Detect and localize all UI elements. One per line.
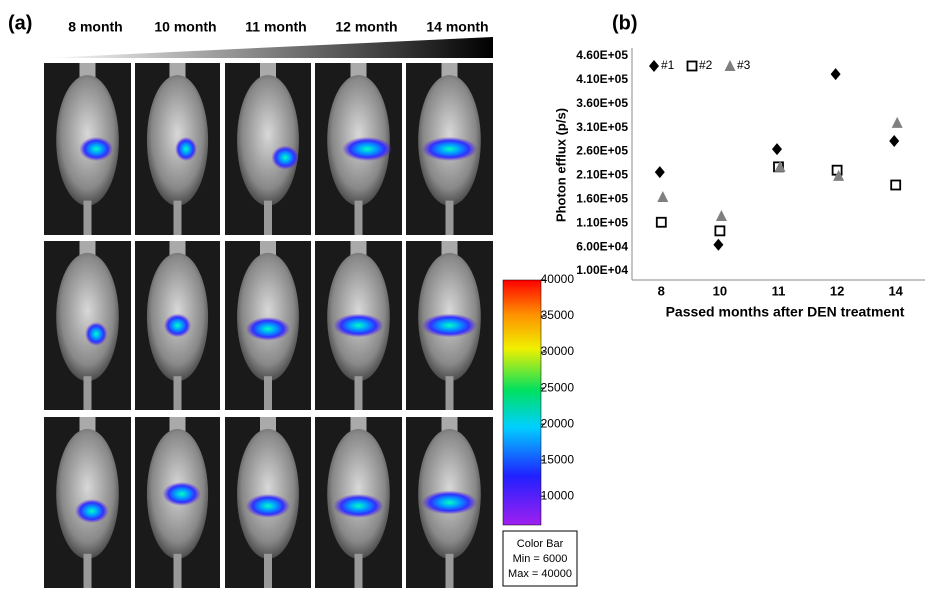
point — [724, 60, 736, 71]
color-bar-tick-label: 15000 — [541, 452, 575, 466]
color-bar — [502, 279, 542, 526]
mouse-tail — [264, 553, 272, 588]
y-tick-label: 3.60E+05 — [576, 96, 628, 110]
signal-blob — [175, 136, 197, 162]
point — [649, 60, 659, 72]
y-tick-label: 3.10E+05 — [576, 120, 628, 134]
point — [833, 169, 845, 181]
mouse-tail — [445, 553, 454, 588]
point — [655, 216, 667, 228]
signal-blob — [245, 493, 291, 518]
mouse-body — [237, 75, 299, 206]
color-bar-box — [502, 530, 578, 587]
age-wedge — [44, 37, 493, 58]
point — [657, 190, 669, 202]
y-axis-title: Photon efflux (p/s) — [553, 108, 568, 222]
y-tick-label: 1.00E+04 — [576, 263, 628, 277]
signal-blob — [85, 322, 108, 346]
color-bar-tick-label: 30000 — [541, 344, 575, 358]
signal-blob — [421, 136, 478, 162]
signal-blob — [421, 313, 478, 338]
column-header: 11 month — [245, 19, 306, 35]
column-header: 10 month — [154, 19, 216, 35]
color-bar-tick-label: 25000 — [541, 380, 575, 394]
legend-label: #1 — [661, 58, 675, 72]
point — [830, 68, 841, 81]
signal-blob — [333, 313, 384, 338]
point — [772, 143, 782, 156]
legend-label: #3 — [737, 58, 751, 72]
color-bar-min: Min = 6000 — [513, 553, 568, 565]
mouse-body — [56, 252, 119, 382]
mouse-body — [146, 75, 209, 206]
point — [654, 166, 665, 179]
signal-blob — [162, 481, 201, 506]
mouse-tail — [83, 376, 92, 410]
y-tick-label: 4.10E+05 — [576, 72, 628, 86]
y-tick-label: 1.10E+05 — [576, 215, 628, 229]
color-bar-tick-label: 10000 — [541, 488, 575, 502]
mouse-tail — [173, 553, 182, 588]
signal-blob — [75, 499, 109, 524]
column-header: 14 month — [426, 19, 488, 35]
panel-label: (a) — [8, 12, 32, 34]
y-tick-label: 1.60E+05 — [576, 192, 628, 206]
x-tick-label: 8 — [658, 283, 665, 298]
column-header: 8 month — [68, 19, 122, 35]
signal-blob — [342, 136, 393, 162]
color-bar-tick-label: 20000 — [541, 416, 575, 430]
signal-blob — [245, 317, 291, 341]
y-tick-label: 2.60E+05 — [576, 144, 628, 158]
mouse-body — [237, 428, 299, 559]
x-tick-label: 12 — [830, 283, 844, 298]
y-tick-label: 6.00E+04 — [576, 239, 628, 253]
mouse-body — [237, 252, 299, 382]
signal-blob — [333, 493, 384, 518]
mouse-body — [327, 428, 390, 559]
point — [714, 225, 726, 237]
point — [715, 210, 727, 222]
color-bar-max: Max = 40000 — [508, 568, 572, 580]
mouse-tail — [83, 553, 92, 588]
legend-label: #2 — [699, 58, 713, 72]
column-header: 12 month — [335, 19, 397, 35]
point — [686, 60, 698, 72]
signal-blob — [163, 313, 192, 338]
x-tick-label: 11 — [772, 283, 786, 298]
mouse-tail — [445, 200, 454, 235]
signal-blob — [421, 490, 478, 515]
x-tick-label: 14 — [888, 283, 903, 298]
mouse-tail — [173, 200, 182, 235]
point — [890, 179, 902, 191]
point — [774, 160, 786, 172]
color-bar-tick-label: 40000 — [541, 272, 575, 286]
y-tick-label: 2.10E+05 — [576, 168, 628, 182]
point — [713, 238, 724, 251]
mouse-tail — [354, 200, 363, 235]
point — [891, 116, 903, 128]
y-tick-label: 4.60E+05 — [576, 48, 628, 62]
x-tick-label: 10 — [713, 283, 727, 298]
mouse-tail — [264, 200, 272, 235]
color-bar-tick-label: 35000 — [541, 308, 575, 322]
mouse-tail — [445, 376, 454, 410]
mouse-tail — [173, 376, 182, 410]
mouse-tail — [83, 200, 92, 235]
mouse-body — [56, 428, 119, 559]
point — [889, 135, 900, 148]
mouse-tail — [264, 376, 272, 410]
mouse-tail — [354, 376, 363, 410]
x-axis-title: Passed months after DEN treatment — [666, 304, 905, 320]
signal-blob — [271, 145, 299, 170]
panel-label: (b) — [612, 12, 638, 34]
signal-blob — [79, 136, 113, 162]
color-bar-title: Color Bar — [517, 538, 564, 550]
mouse-tail — [354, 553, 363, 588]
